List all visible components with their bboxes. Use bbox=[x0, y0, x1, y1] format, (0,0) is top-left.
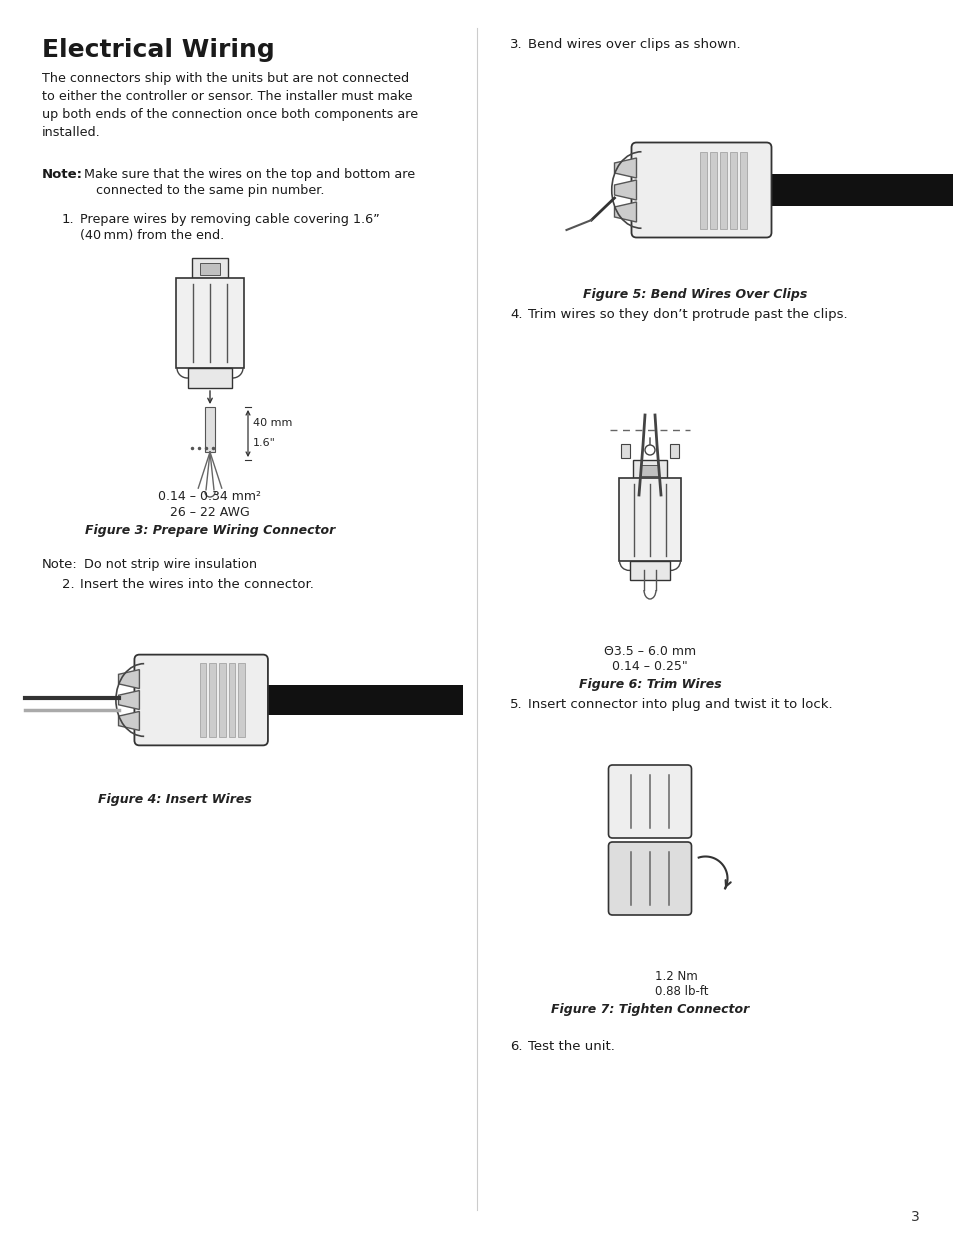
Bar bbox=[229, 663, 235, 736]
Text: Do not strip wire insulation: Do not strip wire insulation bbox=[84, 558, 257, 571]
Text: 40 mm: 40 mm bbox=[253, 419, 292, 429]
Text: connected to the same pin number.: connected to the same pin number. bbox=[96, 184, 324, 198]
Text: 1.2 Nm: 1.2 Nm bbox=[655, 969, 697, 983]
Polygon shape bbox=[614, 203, 636, 222]
FancyBboxPatch shape bbox=[608, 764, 691, 839]
Polygon shape bbox=[118, 711, 139, 730]
Text: Insert connector into plug and twist it to lock.: Insert connector into plug and twist it … bbox=[527, 698, 832, 711]
Bar bbox=[238, 663, 245, 736]
Bar bbox=[730, 152, 737, 228]
Bar bbox=[219, 663, 226, 736]
Text: Prepare wires by removing cable covering 1.6”: Prepare wires by removing cable covering… bbox=[80, 212, 379, 226]
Text: 2.: 2. bbox=[62, 578, 74, 592]
Bar bbox=[740, 152, 747, 228]
Bar bbox=[727, 174, 953, 206]
FancyBboxPatch shape bbox=[134, 655, 268, 746]
Text: Figure 6: Trim Wires: Figure 6: Trim Wires bbox=[578, 678, 720, 692]
Text: Make sure that the wires on the top and bottom are: Make sure that the wires on the top and … bbox=[84, 168, 415, 182]
Text: Bend wires over clips as shown.: Bend wires over clips as shown. bbox=[527, 38, 740, 51]
Text: Trim wires so they don’t protrude past the clips.: Trim wires so they don’t protrude past t… bbox=[527, 308, 846, 321]
Text: 0.14 – 0.25": 0.14 – 0.25" bbox=[612, 659, 687, 673]
Text: Insert the wires into the connector.: Insert the wires into the connector. bbox=[80, 578, 314, 592]
Polygon shape bbox=[614, 180, 636, 200]
Bar bbox=[633, 459, 666, 478]
Text: Θ3.5 – 6.0 mm: Θ3.5 – 6.0 mm bbox=[603, 645, 696, 658]
Text: 1.: 1. bbox=[62, 212, 74, 226]
Bar bbox=[709, 152, 717, 228]
Bar bbox=[720, 152, 726, 228]
FancyBboxPatch shape bbox=[608, 842, 691, 915]
Text: Figure 5: Bend Wires Over Clips: Figure 5: Bend Wires Over Clips bbox=[582, 288, 806, 301]
Polygon shape bbox=[118, 690, 139, 709]
Polygon shape bbox=[614, 158, 636, 178]
Polygon shape bbox=[118, 669, 139, 689]
Bar bbox=[700, 152, 706, 228]
Text: 3: 3 bbox=[910, 1210, 919, 1224]
Bar bbox=[188, 368, 232, 388]
FancyBboxPatch shape bbox=[631, 142, 771, 237]
Circle shape bbox=[644, 445, 655, 454]
Text: Note:: Note: bbox=[42, 168, 83, 182]
Text: Electrical Wiring: Electrical Wiring bbox=[42, 38, 274, 62]
Text: Figure 4: Insert Wires: Figure 4: Insert Wires bbox=[98, 793, 252, 806]
Bar bbox=[226, 684, 463, 715]
Text: 0.88 lb-ft: 0.88 lb-ft bbox=[655, 986, 708, 998]
Bar bbox=[618, 478, 680, 561]
Text: Figure 7: Tighten Connector: Figure 7: Tighten Connector bbox=[550, 1003, 748, 1016]
Text: 4.: 4. bbox=[510, 308, 522, 321]
Bar bbox=[199, 663, 206, 736]
Text: 3.: 3. bbox=[510, 38, 522, 51]
Text: 0.14 – 0.34 mm²: 0.14 – 0.34 mm² bbox=[158, 490, 261, 503]
Text: Test the unit.: Test the unit. bbox=[527, 1040, 615, 1053]
Bar bbox=[205, 408, 214, 452]
Bar bbox=[670, 445, 679, 458]
Bar bbox=[629, 561, 670, 579]
Bar bbox=[209, 663, 215, 736]
Text: 5.: 5. bbox=[510, 698, 522, 711]
Text: 6.: 6. bbox=[510, 1040, 522, 1053]
Text: The connectors ship with the units but are not connected
to either the controlle: The connectors ship with the units but a… bbox=[42, 72, 417, 140]
Text: 1.6": 1.6" bbox=[253, 438, 275, 448]
Bar bbox=[175, 278, 244, 368]
Text: 26 – 22 AWG: 26 – 22 AWG bbox=[170, 506, 250, 519]
Text: Note:: Note: bbox=[42, 558, 77, 571]
Bar bbox=[192, 258, 228, 278]
Text: (40 mm) from the end.: (40 mm) from the end. bbox=[80, 228, 224, 242]
Text: Figure 3: Prepare Wiring Connector: Figure 3: Prepare Wiring Connector bbox=[85, 524, 335, 537]
Bar bbox=[619, 445, 629, 458]
Bar bbox=[200, 263, 220, 275]
Bar bbox=[640, 464, 659, 475]
